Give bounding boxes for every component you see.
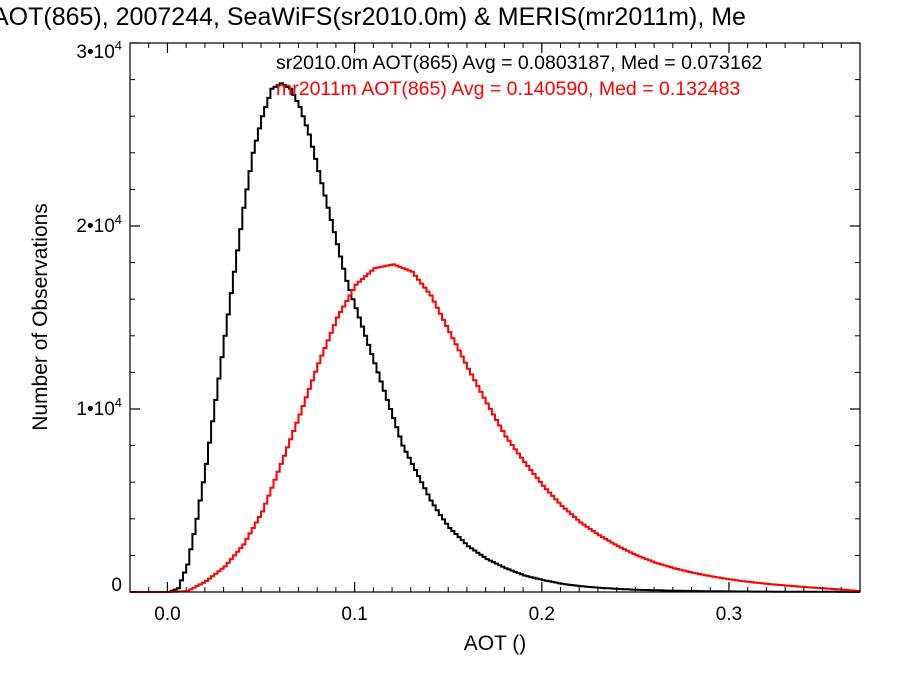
chart-title: AOT(865), 2007244, SeaWiFS(sr2010.0m) & … bbox=[0, 3, 746, 31]
x-tick-label: 0.3 bbox=[716, 604, 742, 625]
x-tick-label: 0.0 bbox=[154, 604, 180, 625]
y-tick-label: 0 bbox=[111, 575, 122, 596]
series-layer bbox=[130, 82, 861, 593]
axes-layer: 0.0 0.1 0.2 0.3 0 1•104 2•104 3•104 bbox=[76, 38, 860, 625]
plot-frame bbox=[129, 42, 861, 593]
stats-annotation-black: sr2010.0m AOT(865) Avg = 0.0803187, Med … bbox=[276, 52, 762, 74]
x-tick-label: 0.1 bbox=[341, 604, 367, 625]
stats-annotation-red: mr2011m AOT(865) Avg = 0.140590, Med = 0… bbox=[276, 78, 740, 100]
y-tick-label: 2•104 bbox=[76, 212, 122, 237]
y-axis-label: Number of Observations bbox=[29, 203, 52, 431]
x-axis-label: AOT () bbox=[464, 632, 527, 655]
histogram-series-1 bbox=[130, 263, 861, 593]
histogram-series-0 bbox=[130, 82, 860, 593]
x-tick-label: 0.2 bbox=[529, 604, 555, 625]
y-tick-label: 3•104 bbox=[76, 38, 122, 63]
y-tick-exponent: 4 bbox=[115, 212, 122, 227]
y-tick-label: 1•104 bbox=[76, 395, 122, 420]
y-tick-exponent: 4 bbox=[115, 38, 122, 53]
y-tick-exponent: 4 bbox=[115, 395, 122, 410]
